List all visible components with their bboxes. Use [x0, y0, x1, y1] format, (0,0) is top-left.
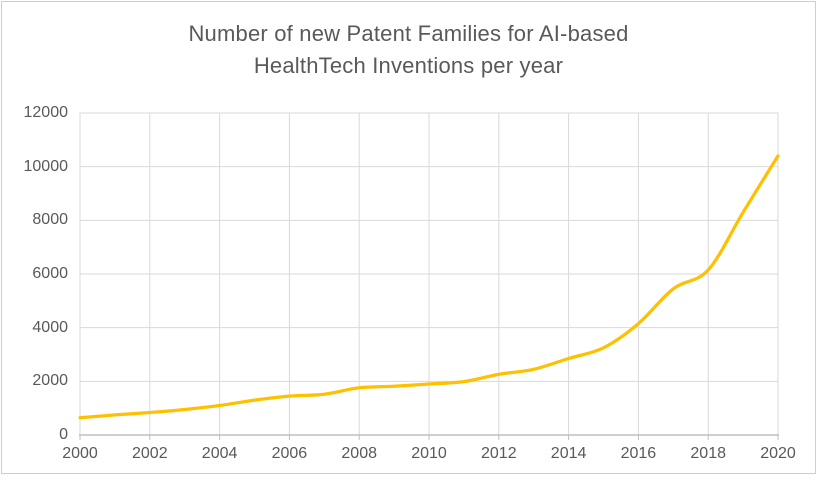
- x-axis-tick-label: 2016: [620, 445, 657, 462]
- chart-title: Number of new Patent Families for AI-bas…: [2, 18, 815, 82]
- y-axis-tick-label: 10000: [23, 157, 69, 175]
- x-axis-tick-label: 2010: [411, 445, 447, 462]
- y-axis-tick-label: 8000: [32, 211, 68, 229]
- chart-title-line1: Number of new Patent Families for AI-bas…: [188, 21, 629, 46]
- y-axis-tick-label: 2000: [32, 372, 68, 390]
- chart-title-line2: HealthTech Inventions per year: [253, 53, 564, 78]
- x-axis-tick-label: 2000: [62, 445, 98, 462]
- x-axis-tick-label: 2004: [201, 445, 238, 462]
- x-axis-tick-label: 2020: [760, 445, 796, 462]
- x-axis-tick-label: 2008: [341, 445, 377, 462]
- y-axis-tick-label: 0: [59, 426, 68, 443]
- y-axis-tick-label: 6000: [32, 265, 68, 282]
- x-axis-tick-label: 2014: [550, 445, 587, 462]
- y-axis-tick-label: 12000: [23, 104, 69, 121]
- x-axis-tick-label: 2002: [132, 445, 168, 462]
- x-axis-tick-label: 2012: [481, 445, 517, 462]
- y-axis-tick-label: 4000: [32, 318, 68, 336]
- x-axis-tick-label: 2006: [271, 445, 308, 462]
- x-axis-tick-label: 2018: [690, 445, 726, 462]
- data-line-patent-families: [78, 154, 780, 420]
- chart-frame: Number of new Patent Families for AI-bas…: [1, 1, 816, 474]
